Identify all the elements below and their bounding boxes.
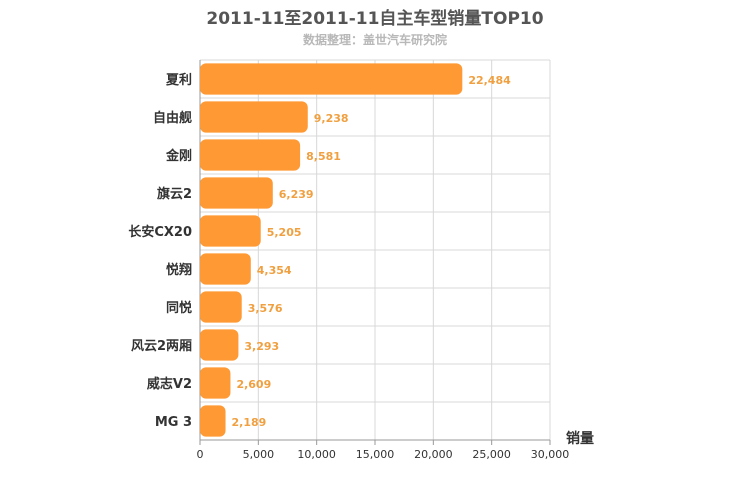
category-label: 旗云2	[157, 186, 192, 202]
category-label: 长安CX20	[128, 224, 192, 240]
category-label: MG 3	[155, 415, 192, 430]
value-label: 9,238	[314, 112, 349, 125]
category-label: 风云2两厢	[131, 339, 192, 354]
x-tick-label: 15,000	[356, 448, 395, 461]
category-label: 金刚	[165, 148, 192, 164]
bar	[200, 63, 463, 95]
x-tick-label: 30,000	[531, 448, 570, 461]
value-label: 3,576	[248, 302, 283, 315]
chart-subtitle: 数据整理：盖世汽车研究院	[302, 33, 447, 47]
value-label: 8,581	[306, 150, 341, 163]
value-label: 3,293	[244, 340, 279, 353]
bar	[200, 177, 273, 209]
value-label: 2,189	[232, 416, 267, 429]
category-label: 自由舰	[153, 110, 192, 126]
value-label: 22,484	[468, 74, 511, 87]
bar	[200, 253, 251, 285]
x-tick-label: 25,000	[472, 448, 511, 461]
x-tick-label: 20,000	[414, 448, 453, 461]
bar	[200, 291, 242, 323]
bar	[200, 139, 301, 171]
x-axis-title: 销量	[566, 430, 594, 447]
x-tick-label: 10,000	[297, 448, 336, 461]
category-label: 威志V2	[147, 376, 192, 392]
x-tick-label: 0	[197, 448, 204, 461]
bar	[200, 405, 226, 437]
bar	[200, 101, 308, 133]
bar	[200, 329, 239, 361]
x-tick-label: 5,000	[243, 448, 275, 461]
value-label: 4,354	[257, 264, 292, 277]
value-label: 6,239	[279, 188, 314, 201]
category-label: 夏利	[165, 72, 192, 88]
chart-title: 2011-11至2011-11自主车型销量TOP10	[206, 9, 544, 29]
category-label: 悦翔	[166, 262, 192, 278]
category-label: 同悦	[166, 300, 192, 316]
value-label: 5,205	[267, 226, 302, 239]
bar	[200, 367, 231, 399]
value-label: 2,609	[236, 378, 271, 391]
bar	[200, 215, 261, 247]
